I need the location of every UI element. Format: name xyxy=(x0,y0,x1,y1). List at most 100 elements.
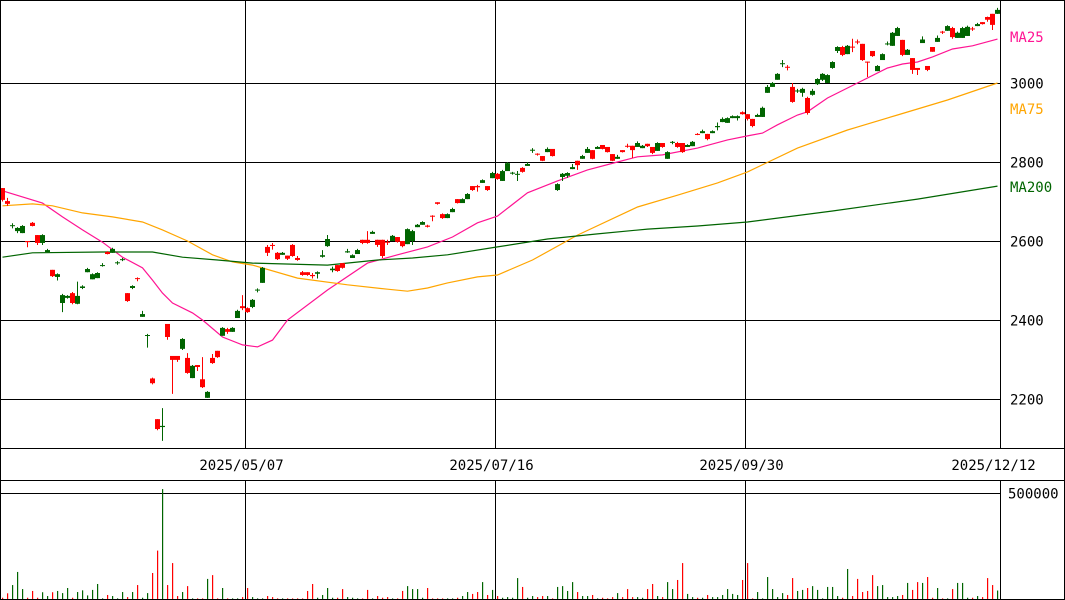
candle-body xyxy=(565,173,570,176)
candle xyxy=(855,39,860,45)
candle-body xyxy=(170,355,175,360)
candle-body xyxy=(320,255,325,257)
candle-body xyxy=(225,329,230,332)
volume-bar xyxy=(732,593,734,599)
candle-body xyxy=(105,252,110,255)
volume-bar xyxy=(107,594,109,599)
candle xyxy=(905,48,910,55)
candle xyxy=(390,235,395,241)
candle-body xyxy=(45,250,50,253)
candle-body xyxy=(60,295,65,304)
volume-bar xyxy=(487,594,489,599)
candle xyxy=(10,223,15,229)
candle xyxy=(560,173,565,181)
candle xyxy=(315,271,320,279)
volume-bar xyxy=(242,597,244,599)
candle xyxy=(575,160,580,170)
candle xyxy=(280,252,285,255)
volume-bar xyxy=(752,598,754,599)
candle-body xyxy=(580,156,585,159)
volume-bar xyxy=(167,585,169,599)
candle xyxy=(765,84,770,93)
candle xyxy=(570,163,575,170)
volume-bar xyxy=(477,592,479,599)
volume-bar xyxy=(432,598,434,599)
candle-body xyxy=(745,114,750,119)
volume-bars xyxy=(2,489,999,599)
volume-bar xyxy=(137,585,139,599)
volume-bar xyxy=(637,597,639,599)
candle-body xyxy=(190,365,195,379)
volume-bar xyxy=(292,598,294,599)
volume-bar xyxy=(572,582,574,599)
candle xyxy=(130,285,135,290)
candle-body xyxy=(765,86,770,93)
candle-body xyxy=(155,419,160,430)
volume-bar xyxy=(862,592,864,599)
candle xyxy=(920,36,925,44)
candlestick-series xyxy=(0,7,1000,441)
candle xyxy=(650,146,655,155)
candle xyxy=(885,41,890,46)
candle-body xyxy=(840,47,845,55)
volume-bar xyxy=(62,593,64,599)
candle-body xyxy=(775,73,780,80)
volume-bar xyxy=(462,596,464,599)
candle xyxy=(5,197,10,206)
candle xyxy=(70,291,75,305)
candle xyxy=(805,96,810,115)
volume-bar xyxy=(337,597,339,599)
candle xyxy=(555,183,560,191)
candle xyxy=(25,240,30,248)
volume-bar xyxy=(892,597,894,599)
candle-body xyxy=(75,295,80,304)
candle xyxy=(310,272,315,279)
volume-bar xyxy=(627,589,629,599)
candle-body xyxy=(235,310,240,319)
volume-bar xyxy=(267,596,269,599)
candle-body xyxy=(820,73,825,80)
candle-body xyxy=(435,202,440,204)
volume-bar xyxy=(482,582,484,599)
price-tick-label: 3000 xyxy=(1010,77,1044,93)
candle xyxy=(230,327,235,332)
candle xyxy=(750,118,755,128)
candle xyxy=(485,186,490,191)
candle-body xyxy=(495,173,500,179)
volume-bar xyxy=(177,596,179,599)
volume-bar xyxy=(547,596,549,599)
candle xyxy=(355,248,360,255)
candle-body xyxy=(785,66,790,68)
candle-body xyxy=(470,186,475,191)
volume-bar xyxy=(552,598,554,599)
candle xyxy=(510,171,515,175)
candle-body xyxy=(275,252,280,260)
candle xyxy=(880,53,885,61)
volume-bar xyxy=(492,589,494,599)
candle-body xyxy=(295,257,300,260)
candle xyxy=(435,202,440,205)
volume-bar xyxy=(907,582,909,599)
ma200-line xyxy=(2,185,998,266)
candle xyxy=(675,141,680,148)
candle xyxy=(605,146,610,153)
candle-body xyxy=(845,45,850,55)
volume-bar xyxy=(807,588,809,599)
volume-bar xyxy=(737,594,739,599)
volume-bar xyxy=(542,596,544,599)
volume-bar xyxy=(952,589,954,599)
candle-body xyxy=(975,24,980,27)
volume-bar xyxy=(812,586,814,599)
candle xyxy=(65,295,70,299)
candle xyxy=(970,26,975,31)
volume-bar xyxy=(717,597,719,599)
volume-bar xyxy=(647,589,649,599)
volume-bar xyxy=(922,582,924,599)
candle-body xyxy=(860,43,865,61)
volume-bar xyxy=(387,597,389,599)
volume-bar xyxy=(847,568,849,599)
candle xyxy=(520,167,525,173)
candle-body xyxy=(370,231,375,234)
candle xyxy=(625,143,630,148)
